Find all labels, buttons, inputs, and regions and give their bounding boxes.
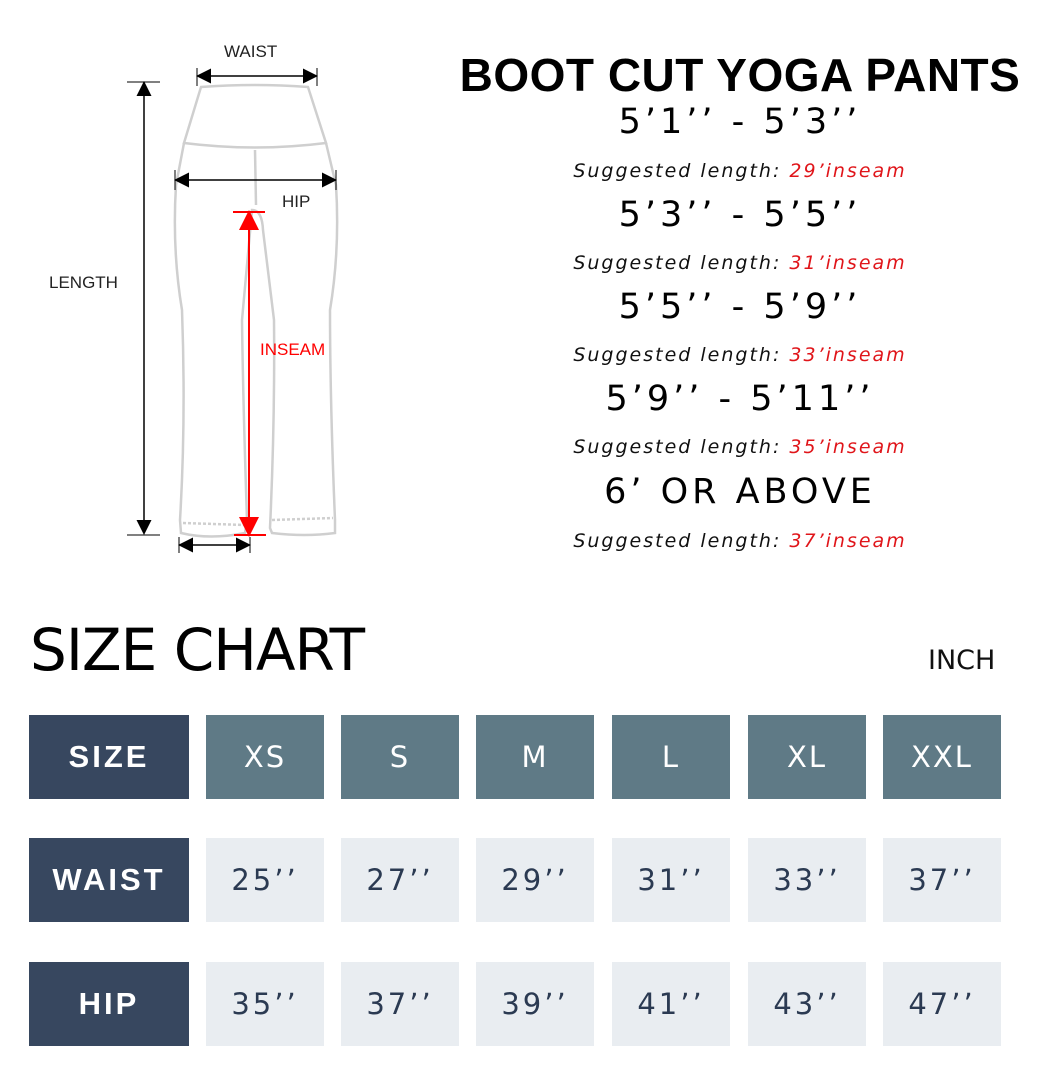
- size-cell: XL: [748, 715, 866, 799]
- suggested-length: Suggested length: 29’inseam: [573, 160, 907, 182]
- measurement-cell: 35’’: [206, 962, 324, 1046]
- size-cell: XS: [206, 715, 324, 799]
- row-header: WAIST: [29, 838, 189, 922]
- height-range: 5’1’’ - 5’3’’: [618, 102, 862, 142]
- unit-label: INCH: [928, 645, 996, 676]
- pants-outline: [173, 83, 339, 538]
- size-cell: M: [476, 715, 594, 799]
- measurement-cell: 27’’: [341, 838, 459, 922]
- row-header: HIP: [29, 962, 189, 1046]
- suggested-length: Suggested length: 37’inseam: [573, 530, 907, 552]
- height-range: 5’9’’ - 5’11’’: [605, 379, 875, 419]
- measurement-cell: 33’’: [748, 838, 866, 922]
- suggested-length: Suggested length: 35’inseam: [573, 436, 907, 458]
- row-header: SIZE: [29, 715, 189, 799]
- measurement-cell: 31’’: [612, 838, 730, 922]
- inseam-label: INSEAM: [260, 340, 326, 359]
- hip-label: HIP: [282, 192, 311, 211]
- measurement-cell: 47’’: [883, 962, 1001, 1046]
- measurement-cell: 41’’: [612, 962, 730, 1046]
- size-cell: XXL: [883, 715, 1001, 799]
- measurement-cell: 39’’: [476, 962, 594, 1046]
- size-cell: L: [612, 715, 730, 799]
- size-chart-title: SIZE CHART: [30, 616, 365, 684]
- product-title: BOOT CUT YOGA PANTS: [459, 49, 1021, 101]
- length-label: LENGTH: [49, 273, 118, 292]
- waist-label: WAIST: [224, 42, 278, 61]
- height-range: 5’3’’ - 5’5’’: [618, 195, 862, 235]
- measurement-cell: 43’’: [748, 962, 866, 1046]
- height-range: 6’ OR ABOVE: [604, 472, 876, 512]
- pants-diagram: [127, 68, 339, 553]
- measurement-cell: 37’’: [883, 838, 1001, 922]
- height-range: 5’5’’ - 5’9’’: [618, 287, 862, 327]
- suggested-length: Suggested length: 31’inseam: [573, 252, 907, 274]
- measurement-cell: 29’’: [476, 838, 594, 922]
- measurement-cell: 25’’: [206, 838, 324, 922]
- suggested-length: Suggested length: 33’inseam: [573, 344, 907, 366]
- size-cell: S: [341, 715, 459, 799]
- measurement-cell: 37’’: [341, 962, 459, 1046]
